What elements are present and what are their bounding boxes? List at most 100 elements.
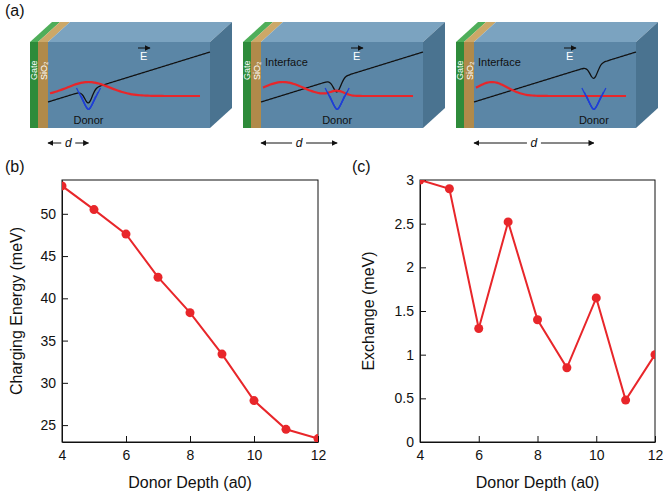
- silicon-side: [636, 22, 658, 128]
- x-tick-mark: [190, 436, 191, 442]
- y-tick-label: 2: [406, 259, 414, 275]
- y-tick-label: 0.5: [395, 390, 415, 406]
- data-point: [445, 184, 454, 193]
- y-axis: 253035404550: [40, 181, 68, 443]
- y-tick-mark: [420, 267, 426, 268]
- oxide-label: SiO₂: [465, 61, 475, 80]
- distance-arrow: [306, 143, 337, 144]
- x-tick-label: 12: [311, 447, 327, 463]
- y-tick-mark: [420, 311, 426, 312]
- x-tick: 6: [475, 436, 483, 463]
- oxide-layer: [38, 42, 48, 128]
- x-tick-mark: [318, 436, 319, 442]
- wavefunction-curve: [263, 82, 413, 96]
- figure: (a)GateSiO₂DonorEdGateSiO₂DonorInterface…: [0, 0, 667, 496]
- x-tick-label: 6: [123, 447, 131, 463]
- field-arrow: [351, 48, 363, 49]
- data-point: [186, 308, 195, 317]
- donor-well: [325, 88, 349, 109]
- y-tick-label: 45: [40, 248, 56, 264]
- x-axis-title: Donor Depth (a0): [128, 474, 252, 491]
- distance-arrow: [261, 143, 292, 144]
- x-tick-label: 8: [187, 447, 195, 463]
- gate-layer: [30, 42, 38, 128]
- distance-arrow: [75, 143, 88, 144]
- data-point: [562, 363, 571, 372]
- data-point: [250, 396, 259, 405]
- field-arrow: [138, 48, 150, 49]
- y-tick-mark: [62, 425, 68, 426]
- y-tick-mark: [62, 256, 68, 257]
- x-tick: 12: [648, 436, 664, 463]
- y-tick-mark: [62, 341, 68, 342]
- y-tick-label: 2.5: [395, 216, 415, 232]
- y-tick-mark: [62, 298, 68, 299]
- y-tick-mark: [420, 355, 426, 356]
- y-tick: 50: [40, 206, 68, 222]
- y-tick: 0.5: [395, 390, 426, 406]
- y-tick: 2: [406, 259, 426, 275]
- x-tick-mark: [479, 436, 480, 442]
- silicon-side: [423, 22, 445, 128]
- oxide-layer: [251, 42, 261, 128]
- y-tick-label: 1: [406, 347, 414, 363]
- plot-frame: [62, 180, 318, 442]
- donor-well: [582, 88, 606, 109]
- wavefunction-curve: [50, 82, 200, 96]
- silicon-body-top: [474, 22, 658, 42]
- gate-label: Gate: [242, 60, 252, 80]
- x-tick-label: 10: [589, 447, 605, 463]
- panel-label: (c): [352, 158, 371, 175]
- y-tick-mark: [420, 224, 426, 225]
- y-tick-label: 35: [40, 333, 56, 349]
- y-tick: 40: [40, 290, 68, 306]
- y-tick-label: 0: [406, 434, 414, 450]
- x-tick-mark: [596, 436, 597, 442]
- x-tick: 12: [311, 436, 327, 463]
- plot-frame: [420, 180, 655, 442]
- device: GateSiO₂DonorEd: [29, 22, 232, 150]
- donor-label: Donor: [579, 114, 609, 126]
- y-axis-line: [62, 181, 63, 443]
- donor-well: [330, 96, 344, 109]
- x-tick-mark: [254, 436, 255, 442]
- y-tick-label: 3: [406, 172, 414, 188]
- x-tick-label: 8: [534, 447, 542, 463]
- y-tick-mark: [420, 398, 426, 399]
- field-label: E: [353, 50, 360, 62]
- x-tick: 10: [247, 436, 263, 463]
- x-tick-label: 10: [247, 447, 263, 463]
- field-arrow: [564, 48, 576, 49]
- data-point: [62, 181, 67, 190]
- donor-label: Donor: [74, 114, 104, 126]
- y-tick: 1: [406, 347, 426, 363]
- distance-arrow: [474, 143, 527, 144]
- data-line: [62, 186, 318, 439]
- panel-label: (b): [5, 158, 25, 175]
- y-tick-label: 50: [40, 206, 56, 222]
- device: GateSiO₂DonorInterfaceEd: [242, 22, 445, 150]
- x-tick-label: 6: [475, 447, 483, 463]
- data-point: [504, 217, 513, 226]
- interface-label: Interface: [478, 56, 521, 68]
- y-tick-label: 25: [40, 417, 56, 433]
- panel-a: (a)GateSiO₂DonorEdGateSiO₂DonorInterface…: [5, 2, 658, 150]
- x-axis: 4681012: [417, 436, 664, 463]
- y-tick-mark: [62, 383, 68, 384]
- data-point: [282, 425, 291, 434]
- marks: [62, 181, 318, 442]
- x-tick-mark: [655, 436, 656, 442]
- x-tick: 8: [534, 436, 542, 463]
- silicon-body-top: [48, 22, 232, 42]
- donor-well: [81, 96, 95, 109]
- gate-label: Gate: [29, 60, 39, 80]
- donor-label: Donor: [322, 114, 352, 126]
- y-tick: 35: [40, 333, 68, 349]
- gate-label: Gate: [455, 60, 465, 80]
- data-point: [154, 273, 163, 282]
- y-tick-label: 1.5: [395, 303, 415, 319]
- oxide-label: SiO₂: [252, 61, 262, 80]
- x-tick-label: 4: [59, 447, 67, 463]
- x-tick-mark: [126, 436, 127, 442]
- data-point: [90, 205, 99, 214]
